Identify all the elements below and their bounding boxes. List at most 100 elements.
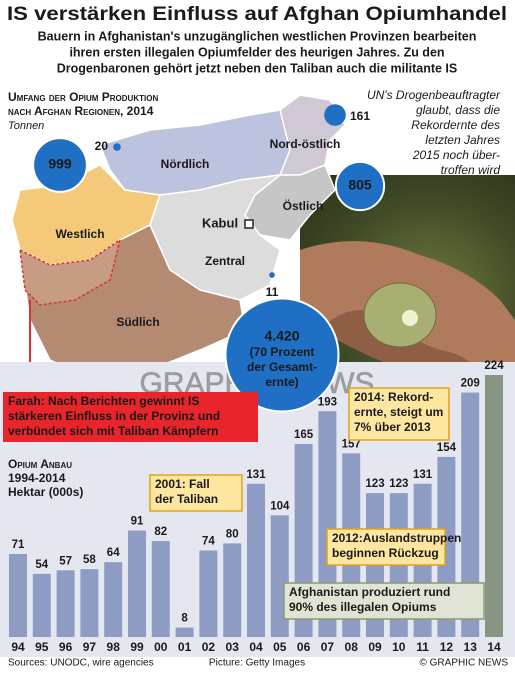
chart-subtitle: 1994-2014 (8, 471, 66, 485)
annotation-box (348, 387, 450, 441)
map-title: Umfang der Opium Produktion (8, 90, 158, 104)
farah-box (3, 392, 258, 442)
value-label: 131 (246, 469, 266, 481)
region-label: Südlich (116, 315, 159, 329)
side-note: UN's Drogenbeauftragter (367, 88, 501, 102)
value-label: 209 (461, 378, 480, 390)
value-label: 131 (413, 469, 433, 481)
bar (128, 530, 146, 637)
bar (247, 483, 265, 637)
region-label: Nord-östlich (270, 137, 341, 151)
capital-marker (244, 219, 254, 229)
x-tick-label: 04 (249, 640, 263, 654)
bubble-label: 4.420 (264, 328, 299, 344)
annotation-text: 2012:Auslandstruppen (332, 531, 461, 545)
annotation-text: ernte, steigt um (354, 405, 443, 419)
farah-note: Farah: Nach Berichten gewinnt IS (8, 394, 199, 408)
region-farah (19, 238, 122, 306)
value-label: 64 (107, 547, 120, 559)
bubble (269, 272, 275, 278)
value-label: 74 (202, 535, 215, 547)
bubble (113, 143, 121, 151)
bar (56, 570, 75, 637)
value-label: 80 (226, 528, 239, 540)
bar (461, 392, 480, 637)
x-tick-label: 96 (59, 640, 73, 654)
value-label: 54 (35, 559, 48, 571)
value-label: 123 (389, 478, 408, 490)
x-tick-label: 07 (321, 640, 335, 654)
x-tick-label: 02 (202, 640, 216, 654)
bubble (224, 297, 340, 413)
map-unit: Tonnen (8, 120, 44, 132)
value-label: 157 (342, 438, 361, 450)
chart-unit: Hektar (000s) (8, 485, 83, 499)
share-note: (70 Prozent (250, 345, 315, 359)
bar (485, 375, 503, 637)
x-tick-label: 99 (130, 640, 144, 654)
side-note: Rekordernte des (411, 118, 500, 132)
x-tick-label: 95 (35, 640, 49, 654)
bubble-label: 805 (348, 177, 372, 193)
annotation-box (283, 582, 485, 620)
x-tick-label: 03 (226, 640, 240, 654)
side-note: glaubt, dass die (416, 103, 500, 117)
region-label: Westlich (55, 227, 104, 241)
region-label: Nördlich (161, 157, 210, 171)
bar (151, 541, 170, 637)
x-tick-label: 06 (297, 640, 311, 654)
bar (9, 553, 27, 637)
farah-note: stärkeren Einfluss in der Provinz und (8, 409, 220, 423)
share-note: der Gesamt- (247, 360, 317, 374)
bubble-label: 20 (95, 139, 109, 153)
x-tick-label: 01 (178, 640, 192, 654)
value-label: 123 (365, 478, 384, 490)
x-tick-label: 12 (440, 640, 454, 654)
annotation-text: 90% des illegalen Opiums (289, 600, 437, 614)
bar (223, 543, 242, 637)
sources: Sources: UNODC, wire agencies (8, 658, 154, 669)
copyright: © GRAPHIC NEWS (420, 658, 509, 669)
bar (104, 562, 123, 637)
x-tick-label: 13 (464, 640, 478, 654)
x-tick-label: 05 (273, 640, 287, 654)
map (11, 94, 346, 379)
value-label: 165 (294, 429, 314, 441)
annotation-box (326, 528, 446, 566)
annotation-text: Afghanistan produziert rund (289, 585, 450, 599)
annotation-text: beginnen Rückzug (332, 546, 439, 560)
x-tick-label: 97 (83, 640, 97, 654)
bar (318, 411, 337, 637)
x-tick-label: 14 (487, 640, 501, 654)
chart-title: Opium Anbau (8, 457, 72, 471)
x-tick-label: 94 (11, 640, 25, 654)
annotation-text: 2001: Fall (155, 477, 210, 491)
bubble-label: 11 (266, 285, 279, 299)
map-title: nach Afghan Regionen, 2014 (8, 104, 154, 118)
x-tick-label: 08 (345, 640, 359, 654)
x-tick-label: 10 (392, 640, 406, 654)
picture-credit: Picture: Getty Images (209, 658, 305, 669)
x-tick-label: 98 (107, 640, 121, 654)
photo-poppy (363, 282, 437, 348)
bar (80, 569, 99, 637)
value-label: 104 (270, 500, 290, 512)
region-label: Östlich (283, 198, 324, 213)
value-label: 71 (12, 539, 25, 551)
value-label: 224 (484, 360, 504, 372)
bar (32, 573, 51, 637)
bubble-label: 161 (350, 109, 370, 123)
title: IS verstärken Einfluss auf Afghan Opiumh… (7, 4, 507, 25)
photo-poppy-sap (402, 310, 418, 326)
value-label: 58 (83, 554, 96, 566)
annotation-box (149, 474, 243, 512)
value-label: 154 (437, 442, 457, 454)
value-label: 82 (154, 526, 167, 538)
value-label: 91 (131, 516, 144, 528)
subtitle: Bauern in Afghanistan's unzugänglichen w… (38, 29, 477, 43)
farah-note: verbündet sich mit Taliban Kämpfern (8, 424, 218, 438)
bubble (32, 137, 88, 193)
capital-label: Kabul (202, 215, 238, 230)
side-note: 2015 noch über- (412, 148, 500, 162)
